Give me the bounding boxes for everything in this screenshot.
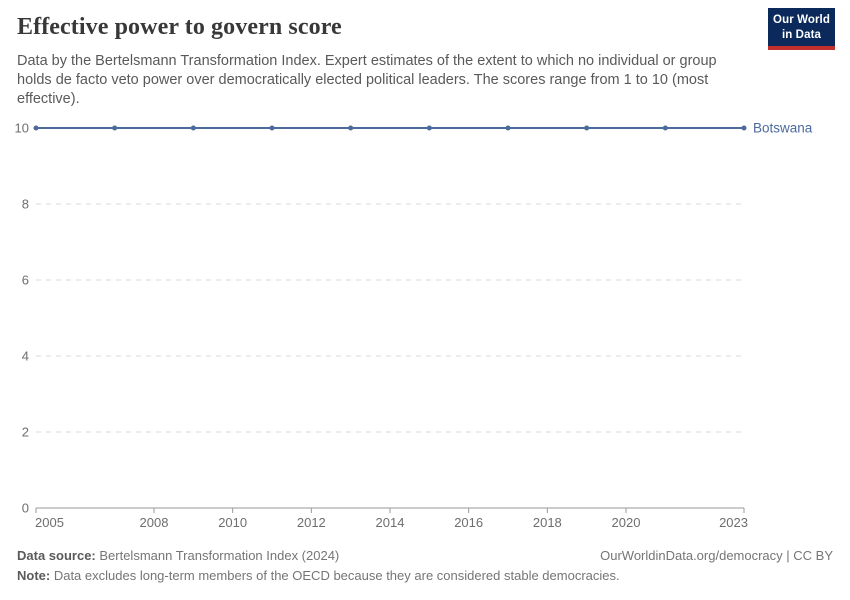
y-tick-label: 10 [15,121,29,136]
entity-label: Botswana [753,121,813,136]
data-point-marker [662,125,668,131]
x-axis-labels: 2005 2008 2010 2012 2014 2016 2018 2020 2023 [35,515,748,530]
owid-logo-text-line1: Our World [773,14,830,26]
data-point-marker [741,125,747,131]
gridlines [36,203,744,433]
owid-logo-text-line2: in Data [781,28,822,41]
x-tick-label: 2005 [35,515,64,530]
chart-subtitle: Data by the Bertelsmann Transformation I… [17,53,717,108]
data-point-marker [33,125,39,131]
x-axis [35,507,745,513]
x-tick-label: 2010 [218,515,247,530]
x-tick-label: 2020 [612,515,641,530]
x-tick-label: 2023 [719,515,748,530]
data-point-marker [348,125,354,131]
data-point-marker [190,125,196,131]
x-tick-label: 2012 [297,515,326,530]
data-point-marker [584,125,590,131]
y-tick-label: 8 [22,197,29,212]
note-label: Note: [17,568,51,583]
data-point-marker [112,125,118,131]
y-axis-labels: 0 2 4 6 8 10 [15,121,29,516]
y-tick-label: 6 [22,273,29,288]
rights-link[interactable]: OurWorldinData.org/democracy | CC BY [600,548,833,563]
data-source-label: Data source: [17,548,96,563]
x-tick-label: 2018 [533,515,562,530]
y-tick-label: 4 [22,349,29,364]
note-text: Data excludes long-term members of the O… [50,568,620,583]
data-point-marker [426,125,432,131]
data-point-marker [269,125,275,131]
data-point-marker [505,125,511,131]
chart-footer: Data source: Bertelsmann Transformation … [17,548,833,583]
page-title: Effective power to govern score [17,14,342,40]
owid-logo[interactable]: Our World in Data [768,8,835,51]
y-tick-label: 0 [22,501,29,516]
data-series-botswana: Botswana [33,121,813,136]
data-source-text: Bertelsmann Transformation Index (2024) [95,548,340,563]
note-line: Note: Data excludes long-term members of… [17,568,620,583]
x-tick-label: 2008 [140,515,169,530]
data-source-line: Data source: Bertelsmann Transformation … [17,548,339,563]
y-tick-label: 2 [22,425,29,440]
x-tick-label: 2014 [376,515,405,530]
x-tick-label: 2016 [454,515,483,530]
